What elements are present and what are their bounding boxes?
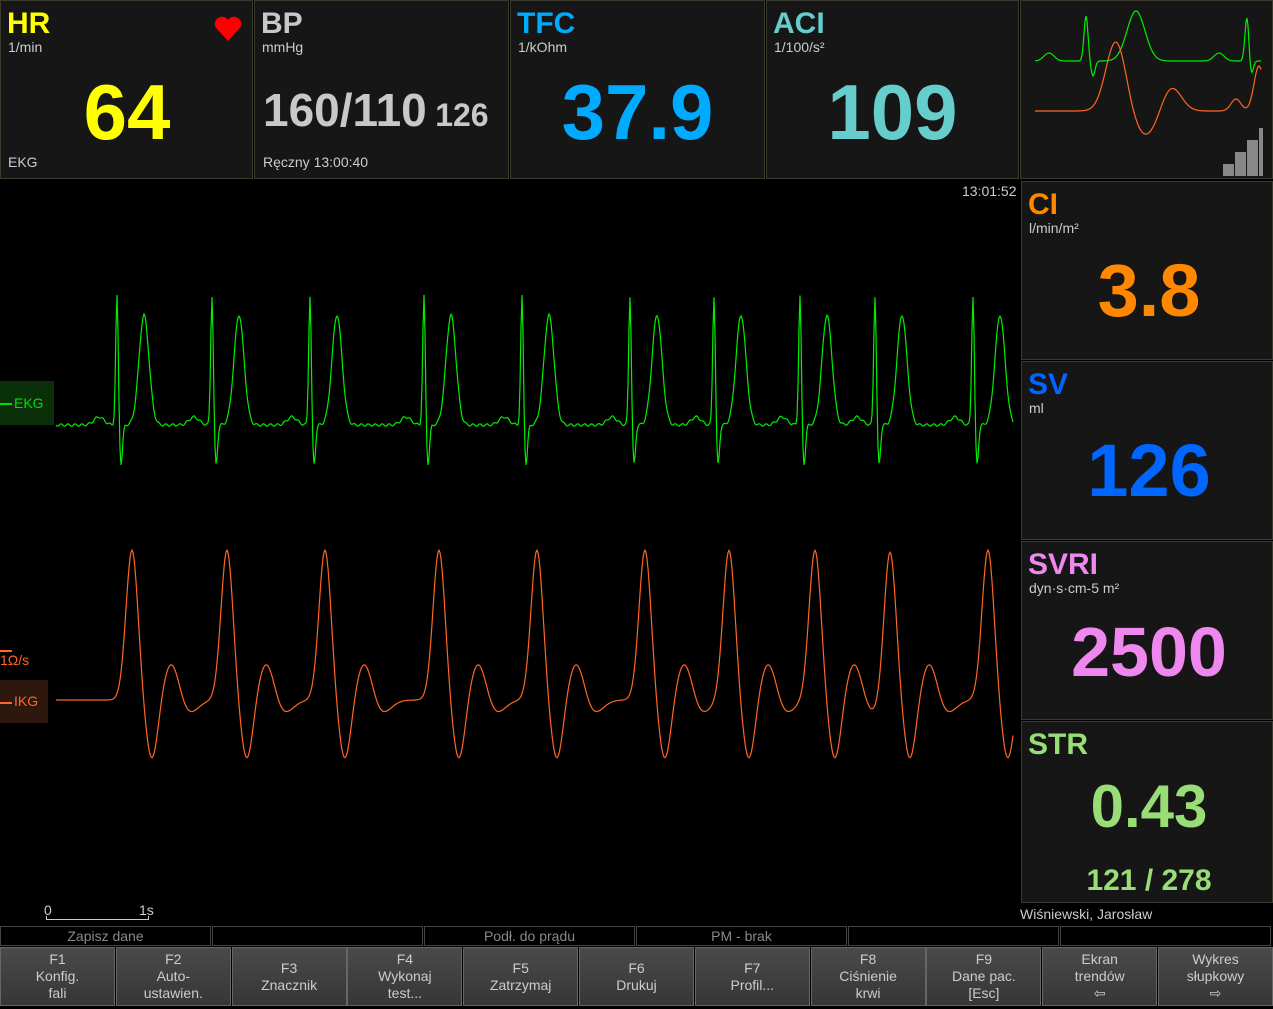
hr-title: HR (7, 7, 51, 40)
status-cell: Podł. do prądu (424, 926, 635, 946)
bp-value: 160/110 (263, 84, 427, 136)
fkey-label-line: fali (48, 985, 67, 1001)
signal-strength-icon (1223, 128, 1263, 176)
fkey-label-line: F7 (744, 959, 761, 976)
status-cell (1060, 926, 1271, 946)
svri-panel[interactable]: SVRI dyn·s·cm-5 m² 2500 (1021, 541, 1273, 720)
fkey-label-line: Znacznik (261, 976, 318, 993)
str-title: STR (1028, 728, 1088, 761)
fkey-label-line: trendów (1074, 968, 1125, 984)
mini-ikg-waveform (1035, 41, 1262, 135)
fkey-label-line: Dane pac. (951, 968, 1016, 984)
ikg-scale-label: 1Ω/s (0, 652, 30, 668)
tfc-title: TFC (517, 7, 576, 40)
tfc-unit: 1/kOhm (518, 39, 568, 55)
hr-panel[interactable]: HR 1/min 64 EKG (0, 0, 253, 179)
fkey-button-7[interactable]: F7 Profil... (694, 947, 810, 1006)
fkey-label-line: Wykonaj (378, 968, 432, 984)
sv-panel[interactable]: SV ml 126 (1021, 361, 1273, 540)
fkey-button-11[interactable]: Wykres słupkowy ⇨ (1158, 947, 1273, 1006)
fkey-button-2[interactable]: F2 Auto-ustawien. (115, 947, 231, 1006)
status-cell (848, 926, 1059, 946)
mini-ekg-waveform (1034, 10, 1261, 78)
fkey-label-line: F3 (280, 959, 298, 976)
fkey-label-line: Konfig. (35, 968, 80, 984)
time-scale-bar (46, 916, 149, 920)
fkey-label-line: [Esc] (968, 985, 1000, 1001)
status-cell: PM - brak (636, 926, 847, 946)
fkey-label-line: Zatrzymaj (489, 976, 552, 993)
tfc-panel[interactable]: TFC 1/kOhm 37.9 (510, 0, 765, 179)
svri-title: SVRI (1028, 548, 1099, 581)
fkey-label-line: ⇦ (1093, 985, 1106, 1001)
fkey-label-line: F4 (396, 951, 414, 967)
bp-mean: 126 (435, 97, 489, 133)
status-cell: Zapisz dane (0, 926, 211, 946)
aci-title: ACI (773, 7, 825, 40)
fkey-button-10[interactable]: Ekran trendów ⇦ (1042, 947, 1158, 1006)
ikg-scale: 1Ω/s (0, 650, 29, 668)
aci-unit: 1/100/s² (774, 39, 825, 55)
bp-unit: mmHg (262, 39, 304, 55)
hr-value: 64 (83, 68, 171, 156)
ci-value: 3.8 (1097, 249, 1201, 332)
sv-title: SV (1028, 368, 1069, 401)
fkey-label-line: F5 (512, 959, 529, 976)
waveform-area (55, 294, 1014, 759)
fkey-label-line: krwi (855, 985, 881, 1001)
fkey-label-line: F9 (975, 951, 993, 967)
fkey-label-line: F1 (49, 951, 66, 967)
sv-value: 126 (1087, 429, 1211, 512)
fkey-label-line: Ciśnienie (839, 968, 897, 984)
aci-value: 109 (827, 68, 958, 156)
mini-waveform (1034, 10, 1262, 135)
fkey-label-line: Profil... (730, 976, 775, 993)
fkey-label-line: ustawien. (143, 985, 203, 1001)
ikg-waveform (56, 548, 1014, 759)
fkey-label-line: ⇨ (1209, 985, 1222, 1001)
str-panel[interactable]: STR 0.43 121 / 278 (1021, 721, 1273, 903)
fkey-label-line: Wykres (1192, 951, 1239, 967)
fkey-label-line: F8 (859, 951, 877, 967)
ekg-label[interactable]: EKG (0, 381, 54, 425)
ci-title: CI (1028, 188, 1058, 221)
sv-unit: ml (1029, 400, 1044, 416)
fkey-button-4[interactable]: F4 Wykonaj test... (347, 947, 463, 1006)
fkey-button-9[interactable]: F9 Dane pac. [Esc] (926, 947, 1042, 1006)
ekg-waveform (55, 294, 1014, 466)
ikg-label[interactable]: IKG (0, 680, 48, 723)
aci-panel[interactable]: ACI 1/100/s² 109 (766, 0, 1019, 179)
fkey-label-line: Drukuj (616, 976, 657, 993)
bp-title: BP (261, 7, 303, 40)
status-cell (212, 926, 423, 946)
fkey-label-line: Auto- (156, 968, 191, 984)
time-scale-start: 0 (44, 902, 52, 918)
fkey-label-line: F6 (628, 959, 645, 976)
bp-panel[interactable]: BP mmHg 160/110 126 Ręczny 13:00:40 (254, 0, 509, 179)
hr-source: EKG (8, 154, 38, 170)
heart-icon (214, 16, 242, 41)
bp-note: Ręczny 13:00:40 (263, 154, 369, 170)
hr-unit: 1/min (8, 39, 43, 55)
fkey-button-5[interactable]: F5 Zatrzymaj (463, 947, 579, 1006)
fkey-label-line: F2 (165, 951, 182, 967)
fkey-label-line: Ekran (1081, 951, 1118, 967)
svri-value: 2500 (1071, 613, 1227, 691)
tfc-value: 37.9 (561, 68, 714, 156)
svri-unit: dyn·s·cm-5 m² (1029, 580, 1120, 596)
patient-name: Wiśniewski, Jarosław (1020, 906, 1153, 922)
fkey-label-line: słupkowy (1186, 968, 1245, 984)
fkey-label-line: test... (387, 985, 422, 1001)
time-scale-end: 1s (139, 902, 154, 918)
mini-waveform-panel[interactable] (1020, 0, 1273, 179)
ci-panel[interactable]: CI l/min/m² 3.8 (1021, 181, 1273, 360)
fkey-button-1[interactable]: F1 Konfig. fali (0, 947, 115, 1006)
str-value: 0.43 (1090, 773, 1208, 840)
wave-time: 13:01:52 (962, 183, 1017, 199)
str-sub: 121 / 278 (1086, 864, 1212, 897)
ci-unit: l/min/m² (1029, 220, 1079, 236)
fkey-button-3[interactable]: F3 Znacznik (231, 947, 347, 1006)
fkey-button-6[interactable]: F6 Drukuj (579, 947, 694, 1006)
fkey-button-8[interactable]: F8 Ciśnienie krwi (810, 947, 926, 1006)
